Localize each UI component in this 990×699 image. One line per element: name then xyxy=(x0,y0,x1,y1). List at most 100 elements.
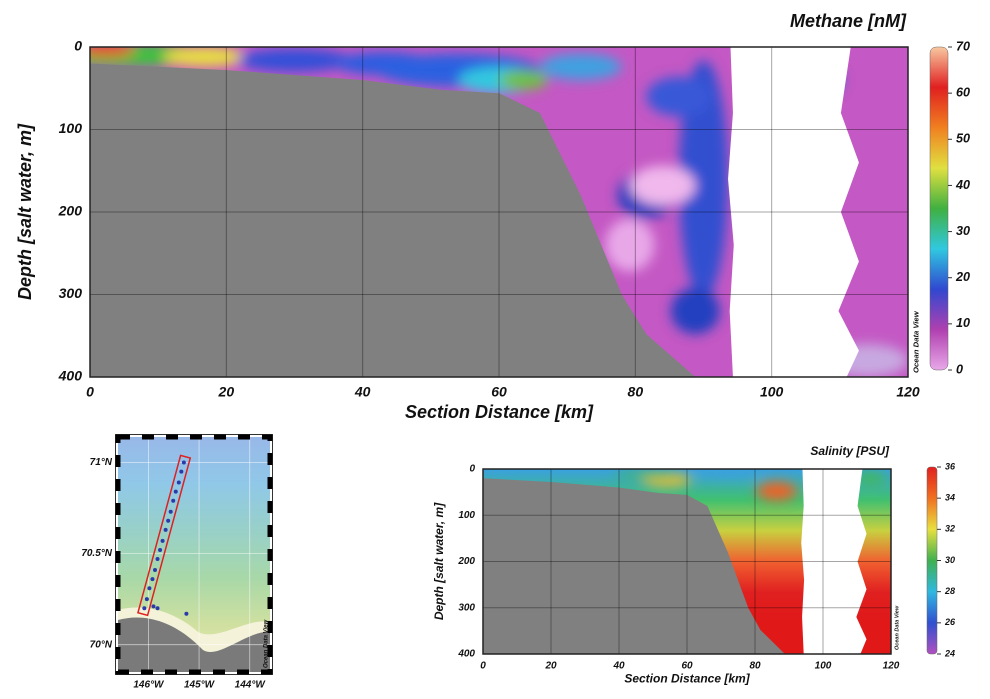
y-tick-label: 300 xyxy=(59,285,83,301)
plot-frame xyxy=(482,468,892,655)
station xyxy=(176,480,181,485)
x-tick-label: 100 xyxy=(815,661,832,672)
station xyxy=(181,460,186,465)
station xyxy=(151,604,156,609)
x-tick-label: 144°W xyxy=(235,680,267,691)
station xyxy=(171,498,176,503)
y-tick-label: 70°N xyxy=(90,639,113,650)
station xyxy=(158,547,163,552)
field-blob xyxy=(670,287,720,335)
map-chart: 146°W 145°W 144°W 70°N 70.5°N 71°N Ocean Data … xyxy=(81,434,273,691)
colorbar-tick-label: 30 xyxy=(956,224,970,238)
colorbar-tick-label: 70 xyxy=(956,39,970,53)
station xyxy=(142,606,147,611)
data-gap xyxy=(801,469,867,654)
y-tick-label: 70.5°N xyxy=(81,548,112,559)
field-blob xyxy=(539,53,622,80)
x-tick-label: 120 xyxy=(896,384,920,400)
x-tick-label: 20 xyxy=(544,661,557,672)
y-tick-label: 100 xyxy=(59,120,83,136)
colorbar-tick-label: 28 xyxy=(944,586,955,596)
x-tick-label: 0 xyxy=(86,384,94,400)
field-blob xyxy=(613,470,679,479)
x-tick-label: 40 xyxy=(612,661,625,672)
station xyxy=(147,586,152,591)
x-axis-label: Section Distance [km] xyxy=(624,672,750,686)
y-tick-label: 400 xyxy=(457,649,475,660)
station xyxy=(163,527,168,532)
transect-box xyxy=(137,454,192,617)
field-blob xyxy=(498,70,549,90)
field-blob xyxy=(678,60,729,298)
station xyxy=(179,469,184,474)
seafloor xyxy=(483,478,785,654)
x-tick-label: 80 xyxy=(628,384,644,400)
x-tick-label: 40 xyxy=(354,384,371,400)
field-blob xyxy=(646,76,712,117)
field-blob xyxy=(854,470,887,486)
y-tick-label: 300 xyxy=(458,602,475,613)
station xyxy=(173,489,178,494)
station xyxy=(160,538,165,543)
x-tick-label: 60 xyxy=(491,384,507,400)
field xyxy=(90,47,908,377)
y-tick-label: 71°N xyxy=(90,457,113,468)
data-gap xyxy=(728,47,859,377)
y-axis-label: Depth [salt water, m] xyxy=(432,502,446,620)
x-tick-label: 60 xyxy=(681,661,693,672)
station xyxy=(144,597,149,602)
y-tick-label: 0 xyxy=(469,464,475,475)
watermark: Ocean Data View xyxy=(894,605,900,650)
field-blob xyxy=(90,47,135,57)
field-blob xyxy=(605,218,655,272)
colorbar-tick-label: 40 xyxy=(955,178,970,192)
station xyxy=(155,557,160,562)
colorbar-tick-label: 20 xyxy=(955,270,970,284)
colorbar-tick-label: 32 xyxy=(945,524,955,534)
colorbar-tick-label: 36 xyxy=(945,461,956,471)
section-chart: 0 20 40 60 80 100 120 0 100 200 300 400 Salinity [PS… xyxy=(432,444,956,685)
field-blob xyxy=(695,469,761,477)
colorbar-tick-label: 24 xyxy=(944,648,955,658)
field-blob xyxy=(629,165,696,206)
colorbar xyxy=(929,46,949,371)
x-tick-label: 100 xyxy=(760,384,784,400)
x-tick-label: 0 xyxy=(480,661,486,672)
chart-title: Methane [nM] xyxy=(790,11,907,31)
station xyxy=(166,518,171,523)
plot-frame xyxy=(89,46,909,378)
map-frame xyxy=(115,434,273,675)
station xyxy=(184,611,189,616)
y-tick-label: 200 xyxy=(58,203,83,219)
colorbar-tick-label: 60 xyxy=(956,85,970,99)
field xyxy=(483,469,891,654)
y-axis-label: Depth [salt water, m] xyxy=(15,123,35,300)
x-axis-label: Section Distance [km] xyxy=(405,402,594,422)
field-blobs xyxy=(613,469,887,501)
x-tick-label: 145°W xyxy=(184,680,216,691)
y-tick-label: 0 xyxy=(74,38,82,54)
x-tick-label: 146°W xyxy=(133,680,165,691)
colorbar-tick-label: 30 xyxy=(945,555,955,565)
colorbar-tick-label: 34 xyxy=(945,493,955,503)
y-tick-label: 200 xyxy=(457,556,475,567)
x-tick-label: 120 xyxy=(883,661,900,672)
y-tick-label: 400 xyxy=(58,368,83,384)
map-frame-outline xyxy=(115,434,273,675)
station xyxy=(168,509,173,514)
x-tick-label: 80 xyxy=(749,661,761,672)
colorbar xyxy=(926,466,938,655)
colorbar-tick-label: 26 xyxy=(944,617,956,627)
colorbar-tick-label: 10 xyxy=(956,316,970,330)
y-tick-label: 100 xyxy=(458,510,475,521)
colorbar-tick-label: 50 xyxy=(956,132,970,146)
field-blob xyxy=(756,481,798,501)
watermark: Ocean Data View xyxy=(911,310,920,373)
station xyxy=(150,577,155,582)
seafloor xyxy=(90,63,696,377)
chart-title: Salinity [PSU] xyxy=(810,444,890,458)
colorbar-tick-label: 0 xyxy=(956,362,963,376)
field-blob xyxy=(237,48,352,72)
